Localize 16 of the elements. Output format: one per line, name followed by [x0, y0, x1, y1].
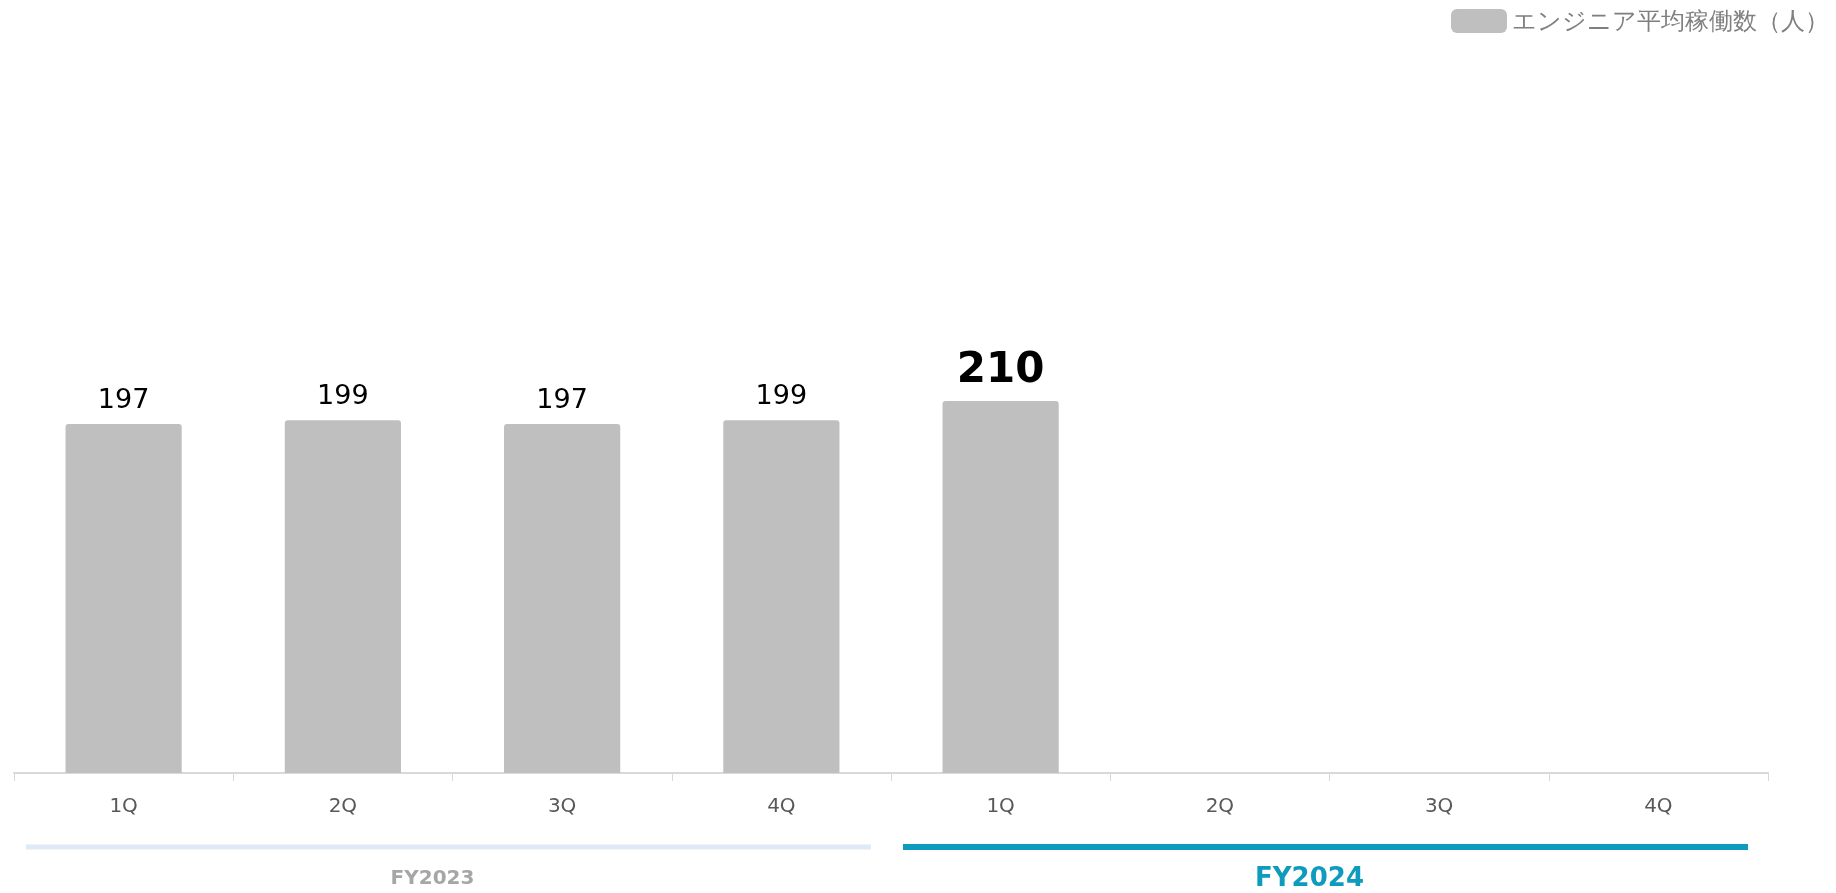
- x-tick-label: 3Q: [547, 793, 577, 817]
- data-label: 197: [97, 382, 150, 414]
- text: FY2023: [390, 865, 475, 889]
- x-tick-label: 2Q: [1205, 793, 1235, 817]
- data-label: 199: [755, 379, 808, 411]
- data-label: 199: [317, 379, 369, 411]
- text: FY2024: [1255, 862, 1364, 892]
- legend-label: エンジニア平均稼働数（人）: [1512, 7, 1829, 35]
- data-label: 197: [536, 382, 588, 414]
- data-label: 210: [956, 343, 1045, 393]
- x-tick-label: 1Q: [109, 793, 138, 817]
- x-tick-label: 4Q: [1644, 793, 1673, 817]
- x-tick-label: 3Q: [1424, 793, 1454, 817]
- x-tick-label: 1Q: [986, 793, 1015, 817]
- x-tick-label: 2Q: [328, 793, 358, 817]
- x-tick-label: 4Q: [767, 793, 796, 817]
